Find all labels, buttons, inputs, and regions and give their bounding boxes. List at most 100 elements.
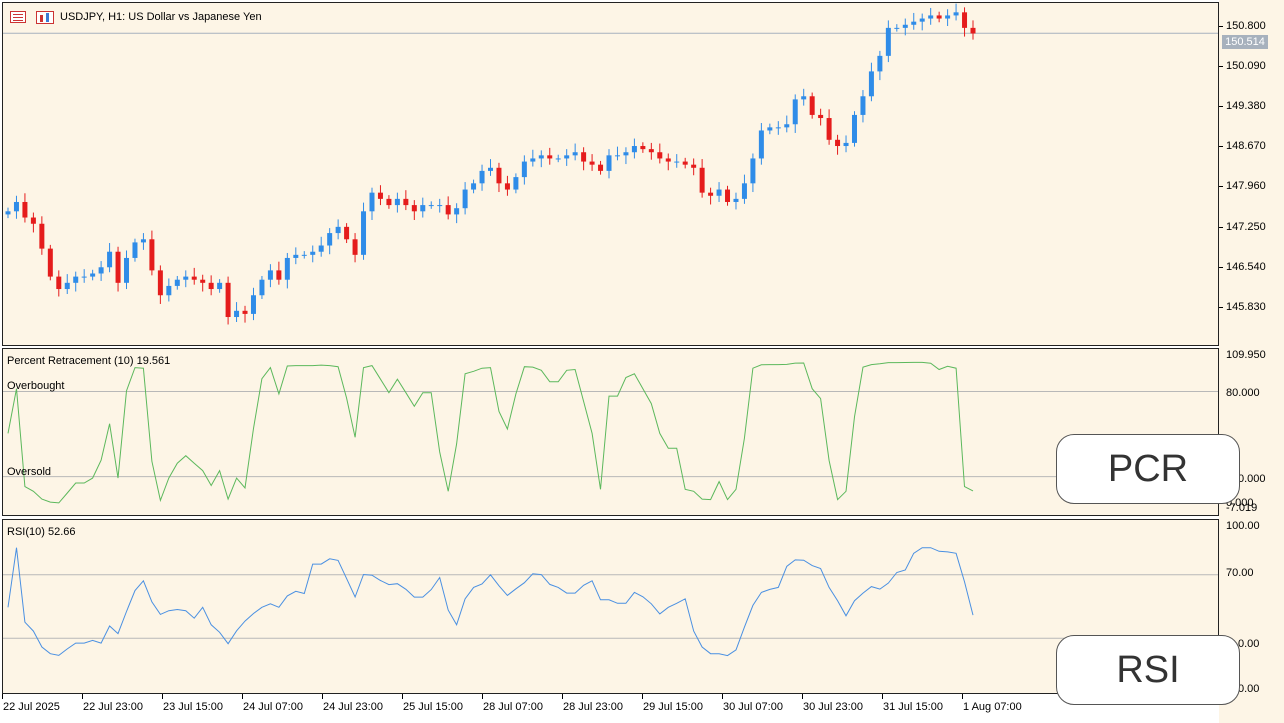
time-tick	[162, 694, 163, 699]
candle-body	[657, 152, 663, 159]
candle-body	[98, 267, 104, 274]
candle-body	[809, 96, 815, 115]
candle-body	[30, 217, 36, 224]
candle-body	[234, 310, 240, 318]
candle-body	[716, 189, 722, 196]
candle-body	[471, 183, 477, 190]
tick-mark	[1219, 66, 1223, 67]
candle-body	[73, 276, 79, 283]
current-price-tag: 150.514	[1222, 35, 1268, 49]
candle-body	[462, 189, 468, 209]
tick-mark	[1219, 146, 1223, 147]
candle-body	[225, 282, 231, 318]
price-chart-pane[interactable]: USDJPY, H1: US Dollar vs Japanese Yen	[2, 2, 1219, 346]
candle-body	[428, 205, 434, 207]
candle-body	[758, 130, 764, 159]
time-tick	[402, 694, 403, 699]
candle-body	[13, 201, 19, 212]
candle-body	[589, 161, 595, 165]
candle-body	[124, 257, 130, 283]
candle-body	[327, 233, 333, 246]
price-tick: 149.380	[1226, 100, 1266, 112]
candle-body	[699, 167, 705, 193]
pcr-scale-tick: 0.000	[1238, 473, 1266, 485]
candle-body	[708, 192, 714, 196]
chart-list-icon[interactable]	[10, 11, 26, 23]
time-tick	[2, 694, 3, 699]
time-tick	[562, 694, 563, 699]
chart-window-icon[interactable]	[36, 11, 54, 24]
time-axis-label: 31 Jul 15:00	[883, 701, 943, 713]
tick-mark	[1219, 227, 1223, 228]
time-tick	[242, 694, 243, 699]
rsi-scale-tick: 100.00	[1226, 520, 1260, 532]
candle-body	[970, 27, 976, 34]
candle-body	[183, 276, 189, 280]
rsi-title: RSI(10) 52.66	[7, 526, 76, 538]
time-axis-label: 22 Jul 2025	[3, 701, 60, 713]
candle-body	[318, 245, 324, 252]
pcr-overlay-button[interactable]: PCR	[1056, 434, 1240, 504]
rsi-scale-tick: 0.00	[1238, 638, 1260, 650]
pcr-line-chart	[3, 361, 1218, 504]
candle-body	[843, 142, 849, 147]
candle-body	[792, 99, 798, 125]
candle-body	[386, 198, 392, 206]
candle-body	[56, 276, 62, 290]
price-scale[interactable]	[1219, 0, 1284, 723]
time-axis-label: 24 Jul 23:00	[323, 701, 383, 713]
candle-body	[267, 270, 273, 280]
candle-body	[962, 12, 968, 28]
candle-body	[90, 273, 96, 277]
time-axis-label: 22 Jul 23:00	[83, 701, 143, 713]
candle-body	[674, 161, 680, 163]
time-axis-label: 30 Jul 07:00	[723, 701, 783, 713]
pcr-line	[7, 361, 974, 504]
candle-body	[479, 170, 485, 184]
tick-mark	[1219, 106, 1223, 107]
candle-body	[945, 15, 951, 19]
time-axis-label: 29 Jul 15:00	[643, 701, 703, 713]
candle-body	[919, 18, 925, 22]
time-axis-label: 24 Jul 07:00	[243, 701, 303, 713]
candle-body	[860, 96, 866, 115]
candle-body	[953, 12, 959, 16]
candle-body	[775, 127, 781, 129]
pcr-title: Percent Retracement (10) 19.561	[7, 355, 171, 367]
candle-body	[335, 226, 341, 234]
time-axis-label: 28 Jul 07:00	[483, 701, 543, 713]
tick-mark	[1219, 267, 1223, 268]
candle-body	[64, 282, 70, 290]
candle-body	[868, 71, 874, 97]
price-tick: 147.960	[1226, 180, 1266, 192]
candle-body	[835, 139, 841, 147]
candle-body	[352, 239, 358, 255]
time-axis-label: 28 Jul 23:00	[563, 701, 623, 713]
candle-body	[504, 183, 510, 190]
candle-body	[39, 223, 45, 249]
candle-body	[107, 251, 113, 268]
candle-body	[733, 198, 739, 202]
time-axis-label: 1 Aug 07:00	[963, 701, 1022, 713]
candle-body	[851, 114, 857, 143]
candle-body	[572, 152, 578, 156]
candle-body	[149, 239, 155, 271]
candle-body	[598, 164, 604, 171]
candle-body	[640, 146, 646, 150]
candle-body	[293, 254, 299, 258]
rsi-indicator-pane[interactable]: RSI(10) 52.66	[2, 519, 1219, 694]
candle-body	[22, 201, 28, 218]
candle-body	[894, 27, 900, 29]
rsi-line	[7, 547, 974, 657]
candle-body	[344, 226, 350, 240]
time-axis-label: 23 Jul 15:00	[163, 701, 223, 713]
rsi-overlay-button[interactable]: RSI	[1056, 635, 1240, 705]
candle-body	[115, 251, 121, 283]
pcr-indicator-pane[interactable]: Percent Retracement (10) 19.561 Overboug…	[2, 348, 1219, 516]
candle-body	[132, 242, 138, 258]
time-tick	[882, 694, 883, 699]
time-axis-label: 25 Jul 15:00	[403, 701, 463, 713]
candle-body	[530, 158, 536, 162]
candle-body	[513, 177, 519, 190]
candle-body	[310, 251, 316, 255]
